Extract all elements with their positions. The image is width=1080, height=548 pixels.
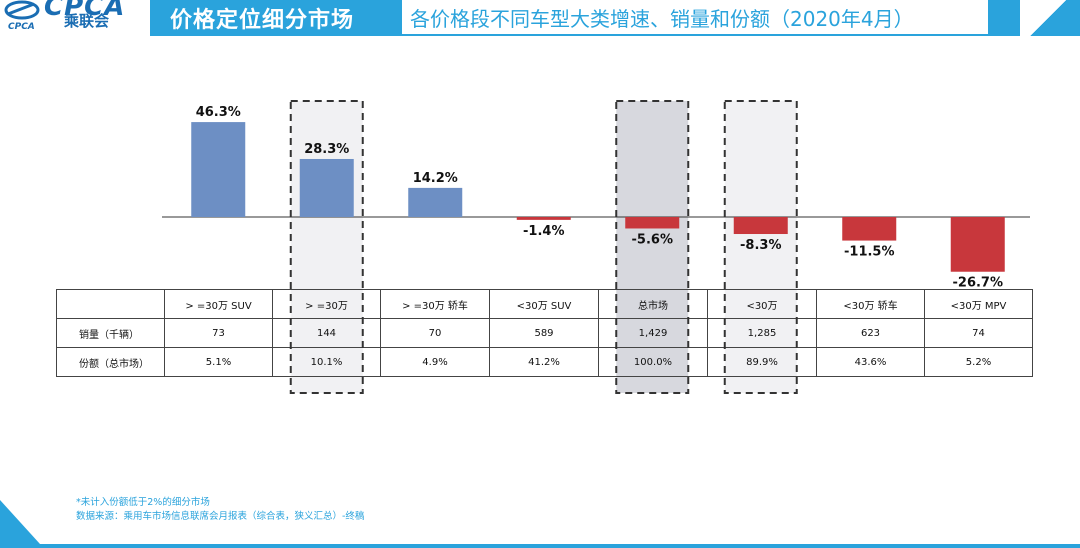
table-header-cell xyxy=(56,289,165,319)
data-label: 46.3% xyxy=(196,105,241,120)
data-label: -5.6% xyxy=(632,232,673,247)
table-cell: 89.9% xyxy=(707,347,817,377)
footnotes: *未计入份额低于2%的细分市场 数据来源：乘用车市场信息联席会月报表（综合表，狭… xyxy=(76,496,364,524)
table-cell: 70 xyxy=(380,318,490,348)
table-cell: 73 xyxy=(164,318,273,348)
table-header-cell: <30万 轿车 xyxy=(816,289,925,319)
row-label: 份额（总市场） xyxy=(56,347,165,377)
data-label: -1.4% xyxy=(523,224,564,239)
table-cell: 4.9% xyxy=(380,347,490,377)
table-cell: 10.1% xyxy=(272,347,381,377)
bar xyxy=(733,217,788,235)
table-header-cell: <30万 SUV xyxy=(489,289,599,319)
header-accent xyxy=(1020,0,1080,36)
table-cell: 589 xyxy=(489,318,599,348)
bar xyxy=(191,122,246,217)
subtitle-box xyxy=(402,0,988,34)
bar xyxy=(408,187,463,217)
logo-subtext: CPCA xyxy=(8,22,35,32)
data-label: 14.2% xyxy=(413,171,458,186)
data-label: -26.7% xyxy=(953,276,1004,291)
table-header-cell: > =30万 轿车 xyxy=(380,289,490,319)
logo-mark-icon xyxy=(4,0,40,20)
data-table: > =30万 SUV > =30万 > =30万 轿车 <30万 SUV 总市场… xyxy=(56,289,1033,377)
bar xyxy=(842,217,897,241)
logo-chinese-name: 乘联会 xyxy=(64,12,110,30)
cpca-logo: CPCA 乘联会 CPCA xyxy=(4,0,150,36)
table-cell: 623 xyxy=(816,318,925,348)
table-header-cell: > =30万 SUV xyxy=(164,289,273,319)
table-cell: 74 xyxy=(924,318,1033,348)
table-cell: 43.6% xyxy=(816,347,925,377)
table-row-sales: 销量（千辆） 73 144 70 589 1,429 1,285 623 74 xyxy=(56,318,1033,348)
data-label: 28.3% xyxy=(304,142,349,157)
data-label: -11.5% xyxy=(844,245,895,260)
table-header-cell: <30万 MPV xyxy=(924,289,1033,319)
bar xyxy=(950,217,1005,272)
table-cell: 100.0% xyxy=(598,347,708,377)
table-cell: 1,285 xyxy=(707,318,817,348)
table-header-cell: <30万 xyxy=(707,289,817,319)
bar xyxy=(625,217,680,229)
header-bar: CPCA 乘联会 CPCA 价格定位细分市场 各价格段不同车型大类增速、销量和份… xyxy=(0,0,1080,36)
table-cell: 5.1% xyxy=(164,347,273,377)
table-cell: 41.2% xyxy=(489,347,599,377)
corner-accent xyxy=(0,500,40,548)
page-subtitle: 各价格段不同车型大类增速、销量和份额（2020年4月） xyxy=(410,7,914,31)
row-label: 销量（千辆） xyxy=(56,318,165,348)
data-label: -8.3% xyxy=(740,238,781,253)
bar xyxy=(299,158,354,217)
page-title: 价格定位细分市场 xyxy=(170,8,355,33)
logo-text: CPCA xyxy=(44,0,126,22)
table-header-cell: 总市场 xyxy=(598,289,708,319)
table-header-row: > =30万 SUV > =30万 > =30万 轿车 <30万 SUV 总市场… xyxy=(56,289,1033,319)
footnote-exclusion: *未计入份额低于2%的细分市场 xyxy=(76,497,210,508)
bottom-accent-bar xyxy=(0,544,1080,548)
table-cell: 144 xyxy=(272,318,381,348)
table-cell: 1,429 xyxy=(598,318,708,348)
bar xyxy=(516,217,571,220)
table-row-share: 份额（总市场） 5.1% 10.1% 4.9% 41.2% 100.0% 89.… xyxy=(56,347,1033,377)
table-cell: 5.2% xyxy=(924,347,1033,377)
table-header-cell: > =30万 xyxy=(272,289,381,319)
footnote-source: 数据来源：乘用车市场信息联席会月报表（综合表，狭义汇总）-终稿 xyxy=(76,511,365,522)
